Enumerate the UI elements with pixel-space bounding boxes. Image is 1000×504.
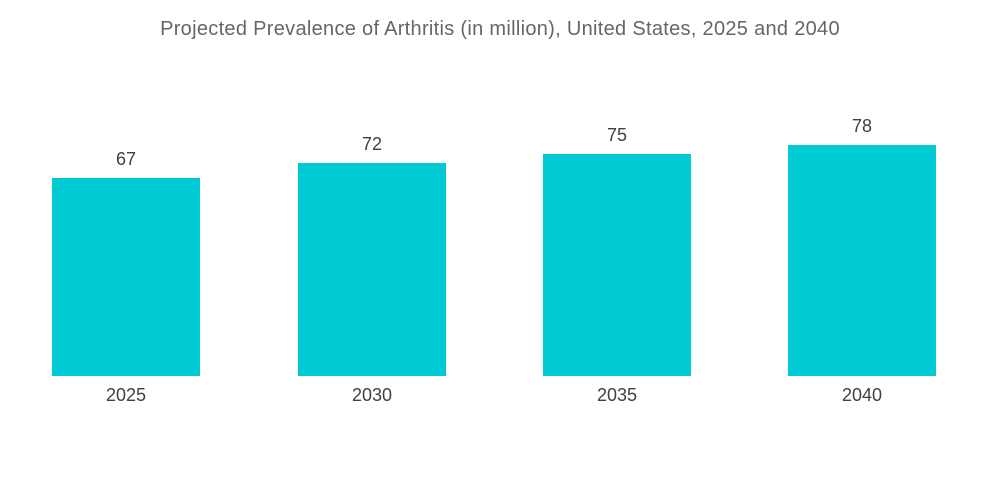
bar — [788, 145, 936, 376]
x-axis-category-label: 2035 — [596, 385, 638, 405]
x-axis-category-label: 2025 — [105, 385, 147, 405]
bar-value-label: 75 — [606, 125, 628, 145]
bar — [543, 154, 691, 376]
x-axis-category-label: 2030 — [351, 385, 393, 405]
bar — [298, 163, 446, 376]
chart-title: Projected Prevalence of Arthritis (in mi… — [160, 18, 840, 40]
bar-value-label: 78 — [851, 116, 873, 136]
bar-value-label: 67 — [115, 149, 137, 169]
x-axis-category-label: 2040 — [841, 385, 883, 405]
bar-value-label: 72 — [361, 134, 383, 154]
bar — [52, 178, 200, 376]
